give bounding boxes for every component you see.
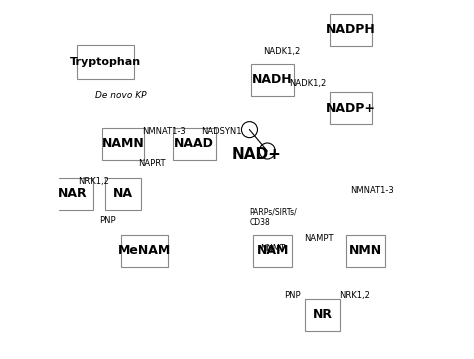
Text: NADPH: NADPH	[326, 23, 376, 36]
Text: NMN: NMN	[349, 244, 382, 257]
Text: De novo KP: De novo KP	[95, 91, 147, 100]
Text: NADH: NADH	[252, 73, 293, 86]
FancyArrowPatch shape	[290, 45, 334, 65]
FancyArrowPatch shape	[167, 244, 254, 257]
Text: NRK1,2: NRK1,2	[78, 177, 109, 186]
Text: NRK1,2: NRK1,2	[339, 291, 370, 300]
FancyBboxPatch shape	[253, 235, 292, 267]
FancyArrowPatch shape	[335, 267, 360, 298]
Text: PNP: PNP	[284, 291, 301, 300]
Text: NAD+: NAD+	[232, 147, 282, 162]
FancyBboxPatch shape	[105, 178, 141, 210]
FancyArrowPatch shape	[290, 85, 334, 103]
Text: NNMT: NNMT	[260, 244, 285, 253]
Text: NMNAT1-3: NMNAT1-3	[142, 127, 186, 136]
Text: NADK1,2: NADK1,2	[263, 47, 300, 56]
Text: PARPs/SIRTs/
CD38: PARPs/SIRTs/ CD38	[249, 207, 297, 227]
FancyBboxPatch shape	[346, 235, 385, 267]
FancyArrowPatch shape	[86, 153, 107, 177]
Text: NAM: NAM	[256, 244, 289, 257]
FancyBboxPatch shape	[251, 64, 294, 96]
FancyArrowPatch shape	[292, 244, 346, 257]
FancyArrowPatch shape	[144, 138, 173, 150]
Text: PNP: PNP	[99, 216, 115, 225]
FancyArrowPatch shape	[278, 267, 310, 299]
Text: NR: NR	[312, 308, 332, 321]
FancyArrowPatch shape	[117, 159, 129, 178]
FancyArrowPatch shape	[264, 186, 276, 236]
FancyBboxPatch shape	[54, 178, 93, 210]
Text: NMNAT1-3: NMNAT1-3	[350, 186, 394, 195]
FancyArrowPatch shape	[275, 170, 356, 214]
Text: NAMN: NAMN	[101, 137, 145, 150]
FancyArrowPatch shape	[345, 45, 357, 93]
Text: Tryptophan: Tryptophan	[70, 57, 141, 67]
Text: NADP+: NADP+	[326, 102, 376, 115]
Text: NADK1,2: NADK1,2	[290, 79, 327, 88]
Text: NAAD: NAAD	[174, 137, 214, 150]
FancyArrowPatch shape	[260, 95, 276, 150]
Text: NADSYN1: NADSYN1	[201, 127, 241, 136]
FancyBboxPatch shape	[101, 128, 145, 160]
FancyBboxPatch shape	[121, 235, 167, 267]
FancyBboxPatch shape	[77, 45, 134, 79]
Text: NA: NA	[113, 187, 133, 200]
Text: NAR: NAR	[58, 187, 88, 200]
Text: NAPRT: NAPRT	[138, 159, 165, 168]
FancyArrowPatch shape	[92, 188, 106, 200]
FancyBboxPatch shape	[329, 14, 373, 46]
FancyBboxPatch shape	[329, 92, 373, 124]
FancyArrowPatch shape	[211, 143, 224, 156]
Text: MeNAM: MeNAM	[118, 244, 171, 257]
Text: NAMPT: NAMPT	[304, 234, 334, 243]
FancyBboxPatch shape	[173, 128, 216, 160]
FancyArrowPatch shape	[283, 164, 370, 196]
FancyArrowPatch shape	[106, 78, 124, 128]
FancyBboxPatch shape	[305, 299, 340, 331]
